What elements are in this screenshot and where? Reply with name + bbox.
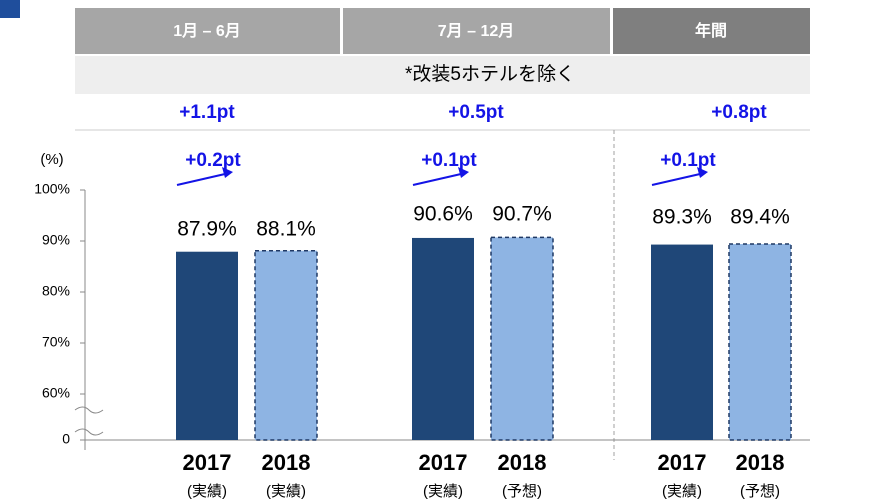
- corner-icon: [0, 0, 20, 18]
- x-sublabel: (実績): [423, 483, 463, 500]
- header-cell: [75, 8, 340, 54]
- header-cell: [343, 8, 610, 54]
- bar: [651, 244, 713, 440]
- x-sublabel: (予想): [740, 483, 780, 500]
- diff-arrowhead: [222, 167, 233, 178]
- value-label: 88.1%: [256, 218, 316, 241]
- diff: +0.1pt: [421, 150, 477, 171]
- bar: [176, 251, 238, 440]
- x-label: 2018: [498, 450, 547, 475]
- bar: [254, 249, 318, 441]
- header-label: 1月 – 6月: [173, 22, 241, 40]
- bar: [490, 236, 554, 441]
- excluded-diff: +1.1pt: [179, 102, 235, 123]
- y-tick-label: 60%: [42, 385, 70, 401]
- excluded-diff: +0.8pt: [711, 102, 767, 123]
- diff-arrowhead: [458, 167, 469, 178]
- bar: [412, 237, 474, 440]
- header-cell: [613, 8, 810, 54]
- diff-arrowhead: [697, 167, 708, 178]
- x-sublabel: (予想): [502, 483, 542, 500]
- diff-arrow: [412, 173, 462, 186]
- excluded-diff: +0.5pt: [448, 102, 504, 123]
- x-label: 2017: [183, 450, 232, 475]
- bar: [728, 243, 792, 441]
- x-sublabel: (実績): [662, 483, 702, 500]
- x-label: 2018: [262, 450, 311, 475]
- x-sublabel: (実績): [266, 483, 306, 500]
- diff: +0.2pt: [185, 150, 241, 171]
- diff-arrow: [651, 173, 701, 186]
- note: *改装5ホテルを除く: [405, 63, 575, 85]
- y-axis-label: (%): [40, 151, 63, 168]
- y-tick-label: 70%: [42, 334, 70, 350]
- value-label: 89.4%: [730, 206, 790, 229]
- x-sublabel: (実績): [187, 483, 227, 500]
- diff-arrow: [176, 173, 226, 186]
- value-label: 87.9%: [177, 218, 237, 241]
- y-tick-label: 0: [62, 431, 70, 447]
- x-label: 2017: [419, 450, 468, 475]
- diff: +0.1pt: [660, 150, 716, 171]
- axis-break: [74, 406, 104, 436]
- header-label: 年間: [695, 21, 727, 40]
- value-label: 90.6%: [413, 203, 473, 226]
- y-tick-label: 100%: [34, 181, 70, 197]
- note-row: [75, 56, 810, 94]
- x-label: 2017: [658, 450, 707, 475]
- y-tick-label: 80%: [42, 283, 70, 299]
- value-label: 89.3%: [652, 206, 712, 229]
- header-label: 7月 – 12月: [438, 22, 515, 40]
- y-tick-label: 90%: [42, 232, 70, 248]
- x-label: 2018: [736, 450, 785, 475]
- value-label: 90.7%: [492, 203, 552, 226]
